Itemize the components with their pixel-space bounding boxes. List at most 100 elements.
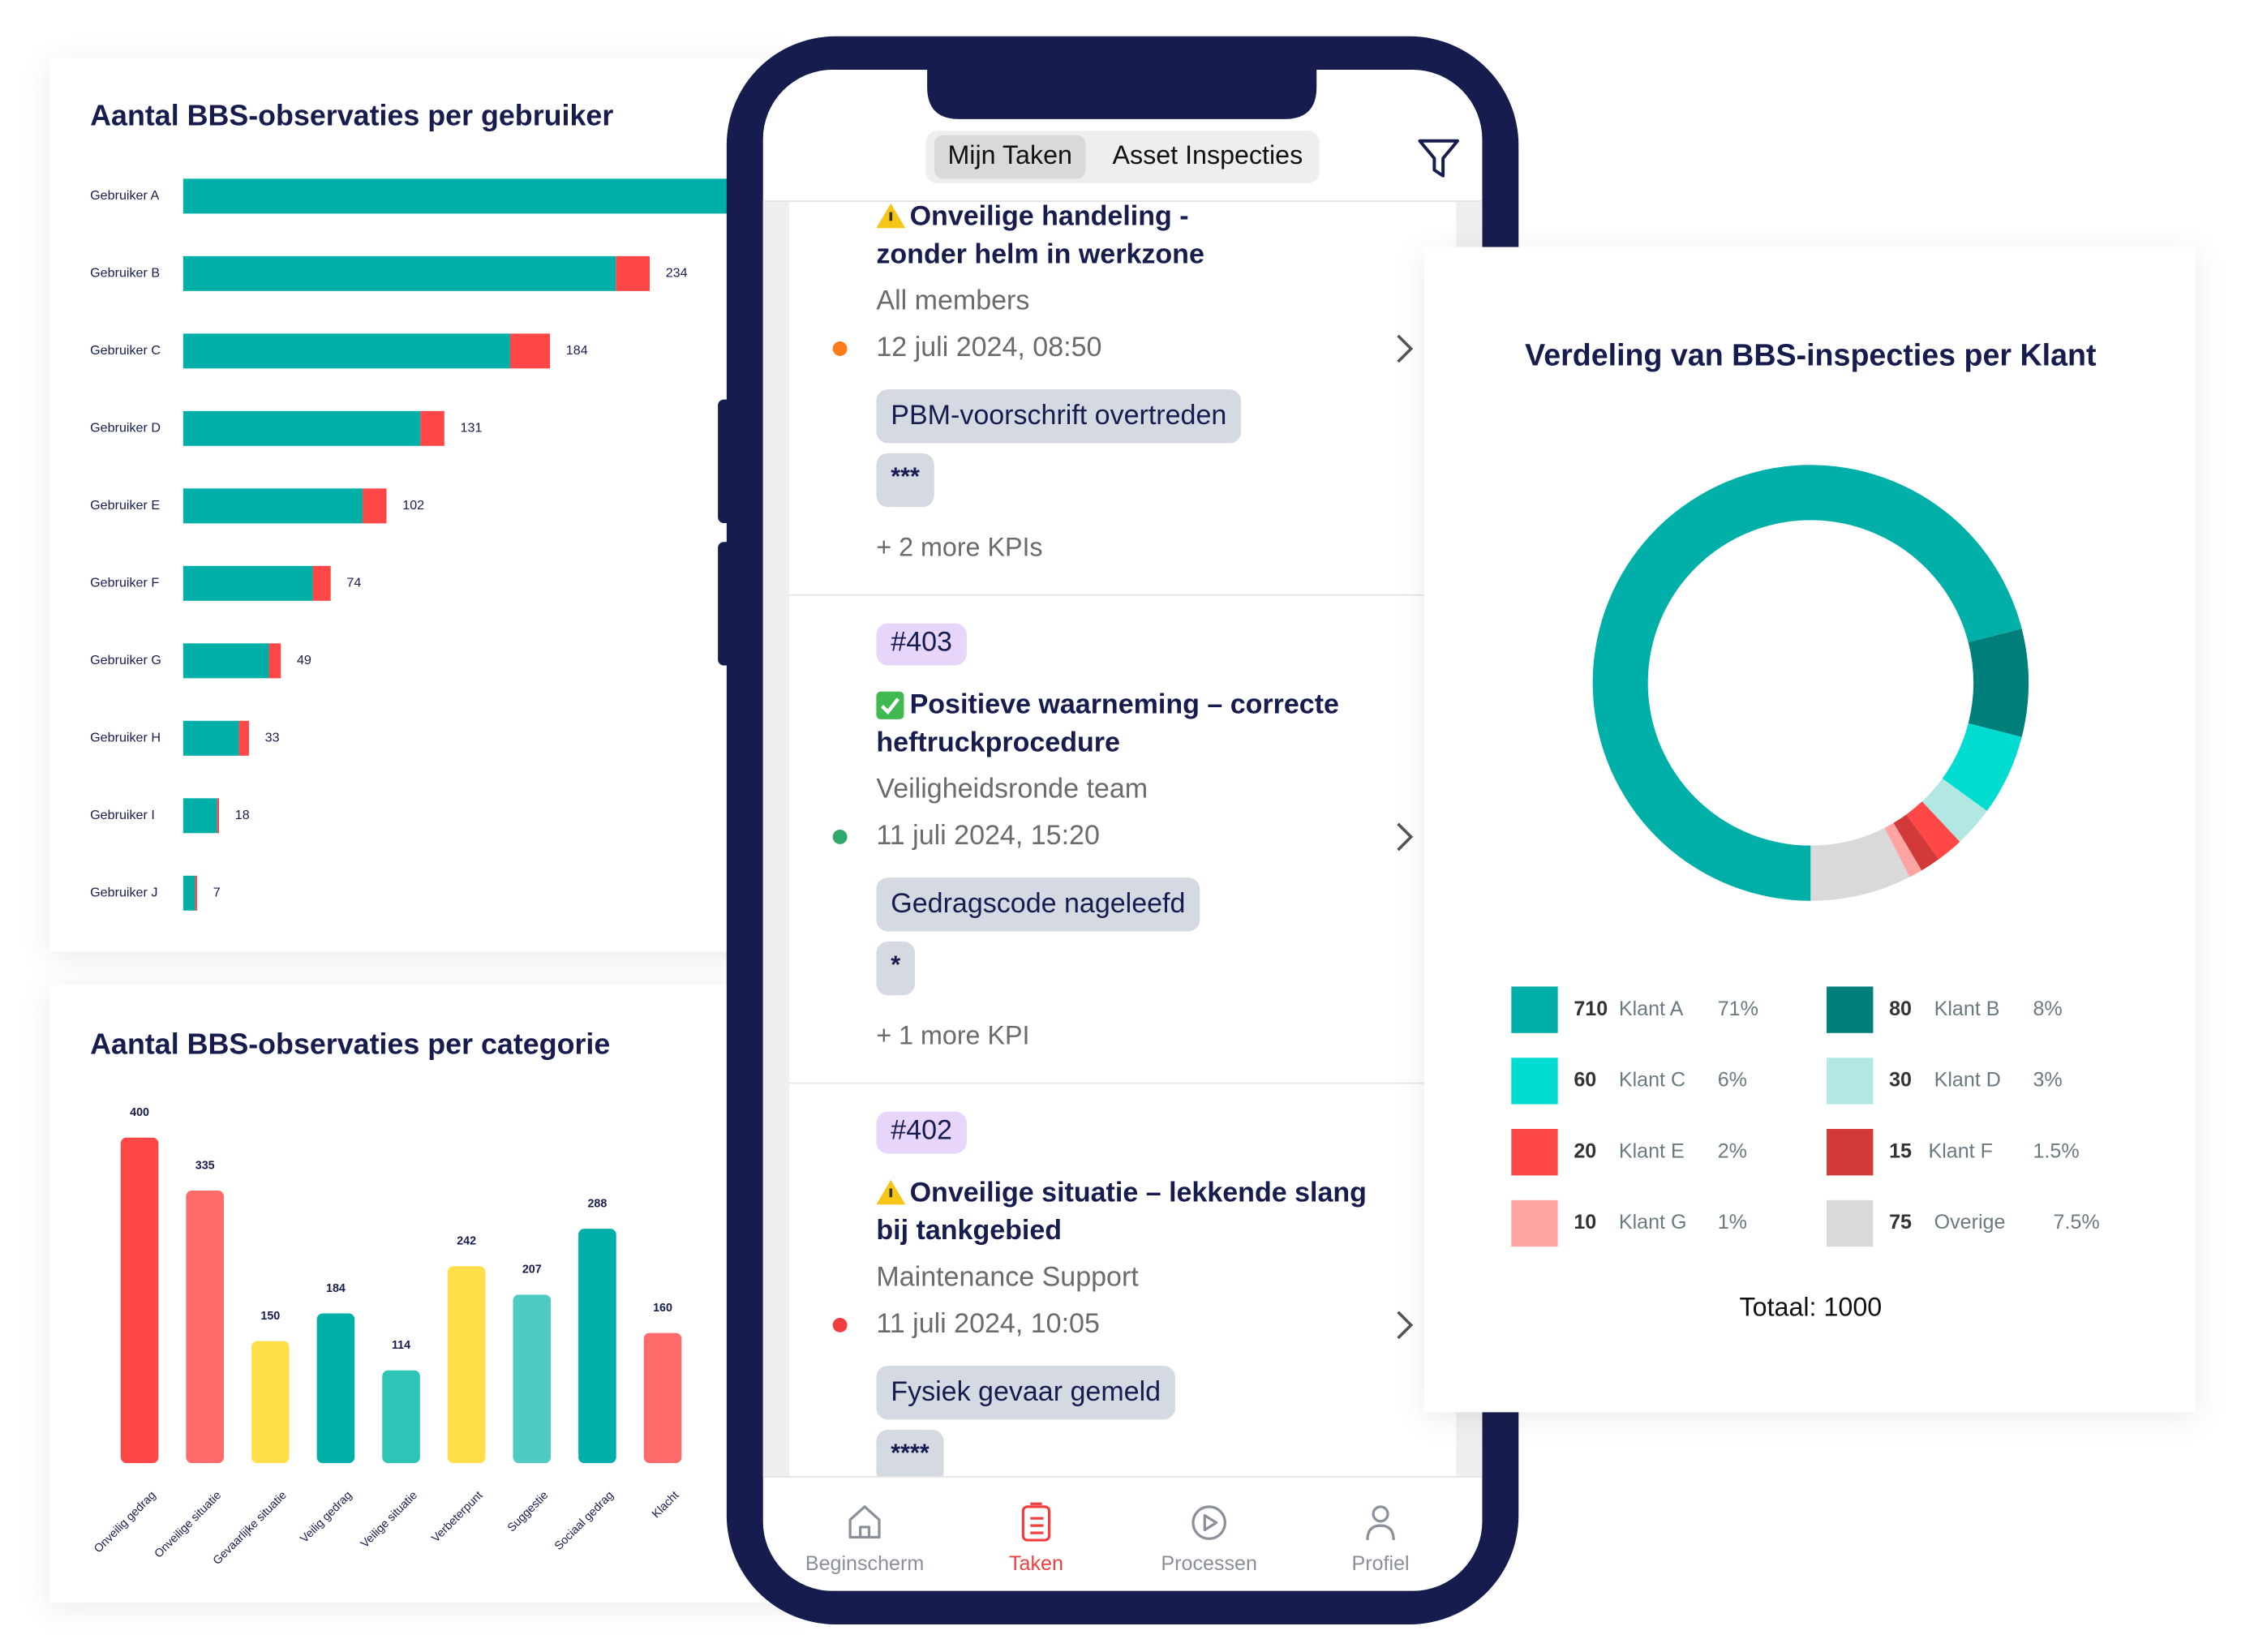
bar-segment <box>363 488 387 524</box>
chip <box>876 623 967 666</box>
legend-swatch <box>1827 986 1874 1033</box>
value-label: 242 <box>457 1235 476 1248</box>
nav-icon[interactable] <box>1021 1505 1051 1542</box>
bar-segment <box>182 333 510 369</box>
legend-percent: 2% <box>1718 1139 1747 1162</box>
bar-segment <box>616 255 650 291</box>
bar-segment <box>182 178 752 214</box>
legend-label: Klant D <box>1934 1069 2001 1092</box>
value-label: 160 <box>653 1302 672 1315</box>
legend-swatch <box>1827 1199 1874 1247</box>
donut-slice <box>1884 822 1922 877</box>
nav-icon[interactable] <box>1191 1505 1226 1540</box>
chevron[interactable] <box>1397 1311 1414 1340</box>
bar-segment <box>182 565 313 601</box>
bar-segment <box>420 410 444 446</box>
y-tick-label: Gebruiker B <box>90 266 160 281</box>
legend-percent: 3% <box>2033 1069 2062 1092</box>
legend-percent: 1.5% <box>2033 1139 2079 1162</box>
nav-label[interactable]: Beginscherm <box>805 1552 924 1575</box>
rating: **** <box>891 1439 930 1466</box>
total-label: 7 <box>213 886 221 900</box>
bar-segment <box>182 488 363 524</box>
y-tick-label: Gebruiker F <box>90 576 159 590</box>
more-kpis: + 2 more KPIs <box>876 533 1042 562</box>
legend-label: Klant B <box>1934 998 2000 1020</box>
bar-segment <box>217 798 220 834</box>
legend-swatch <box>1827 1129 1874 1176</box>
nav-icon[interactable] <box>848 1505 881 1539</box>
y-tick-label: Gebruiker A <box>90 188 159 203</box>
task-id: #402 <box>891 1115 952 1146</box>
nav-icon-lines <box>1030 1502 1044 1534</box>
legend-value: 60 <box>1574 1069 1596 1092</box>
donut-slice <box>1893 814 1939 871</box>
task-title: heftruckprocedure <box>876 727 1120 757</box>
nav-label[interactable]: Processen <box>1161 1552 1256 1575</box>
legend-value: 10 <box>1574 1211 1596 1234</box>
total-label: 33 <box>265 731 280 745</box>
task-title: bij tankgebied <box>876 1215 1062 1246</box>
value-label: 150 <box>260 1310 280 1323</box>
legend-swatch <box>1827 1058 1874 1105</box>
bar-segment <box>182 875 195 911</box>
status-dot <box>832 829 848 844</box>
chevron[interactable] <box>1397 334 1414 363</box>
task-date: 11 juli 2024, 10:05 <box>876 1308 1100 1339</box>
legend-label: Klant G <box>1619 1211 1687 1234</box>
check-mark <box>880 697 900 715</box>
chip <box>876 941 916 996</box>
legend-swatch <box>1511 1199 1558 1247</box>
task-date: 11 juli 2024, 15:20 <box>876 820 1100 851</box>
total-label: 18 <box>235 808 250 822</box>
side-button <box>718 542 733 666</box>
tab[interactable]: Asset Inspecties <box>1113 140 1303 169</box>
value-label: 400 <box>130 1106 149 1119</box>
total-label: 234 <box>666 266 688 281</box>
nav-label[interactable]: Profiel <box>1352 1552 1410 1575</box>
y-tick-label: Gebruiker C <box>90 343 161 358</box>
value-label: 335 <box>195 1159 215 1172</box>
chip <box>876 877 1200 932</box>
bar-segment <box>182 410 421 446</box>
phone-ui: Mijn Taken Asset Inspecties Beginscherm Tak… <box>805 140 1410 1575</box>
task-list: Onveilige handeling - zonder helm in werk… <box>788 202 1457 1477</box>
side-button <box>718 399 733 523</box>
kpi-chip: PBM-voorschrift overtreden <box>891 400 1226 431</box>
legend-percent: 7.5% <box>2054 1211 2100 1234</box>
nav-icon-play <box>1203 1513 1218 1532</box>
nav-icon[interactable] <box>1372 1505 1389 1523</box>
bar-segment <box>268 643 281 679</box>
task-title: Positieve waarneming – correcte <box>910 689 1339 720</box>
chevron[interactable] <box>1397 822 1414 852</box>
legend-value: 20 <box>1574 1139 1596 1162</box>
legend-percent: 8% <box>2033 998 2062 1020</box>
check-icon <box>876 691 904 719</box>
value-label: 114 <box>392 1339 410 1352</box>
bar <box>382 1370 420 1464</box>
y-tick-label: Gebruiker G <box>90 653 161 667</box>
filter-icon[interactable] <box>1418 139 1459 178</box>
tab[interactable]: Mijn Taken <box>947 140 1072 169</box>
legend-value: 80 <box>1889 998 1912 1020</box>
donut-slice <box>1968 629 2029 737</box>
y-tick-label: Gebruiker I <box>90 808 155 822</box>
bar <box>120 1137 159 1464</box>
nav-label[interactable]: Taken <box>1009 1552 1063 1575</box>
bar <box>513 1294 552 1464</box>
donut-chart: Verdeling van BBS-inspecties per Klant 71… <box>1511 338 2100 1322</box>
tab-selected <box>934 135 1086 179</box>
legend-label: Klant F <box>1928 1139 1992 1162</box>
legend-swatch <box>1511 986 1558 1033</box>
bar-segment <box>182 798 217 834</box>
warning-mark <box>889 1188 893 1198</box>
total-label: 184 <box>566 343 588 358</box>
status-dot <box>832 1317 848 1332</box>
bar <box>251 1341 290 1464</box>
total-label: Totaal: 1000 <box>1740 1293 1883 1322</box>
status-dot <box>832 341 848 356</box>
legend-label: Klant A <box>1619 998 1684 1020</box>
chip <box>876 1429 944 1477</box>
task-title: Onveilige situatie – lekkende slang <box>910 1178 1367 1208</box>
